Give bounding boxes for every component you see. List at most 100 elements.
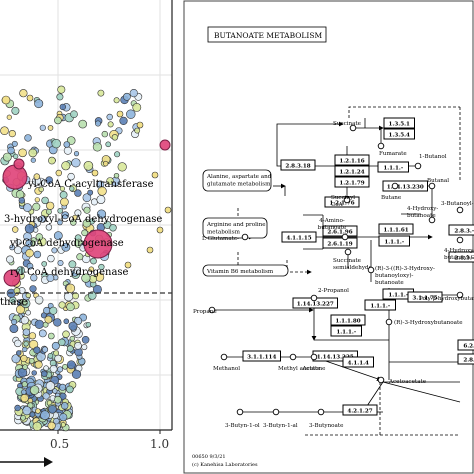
enzyme-box-1-3-5-1-label: 1.3.5.1 bbox=[389, 121, 411, 127]
compound-4-hydroxybutanoyl-coa-node[interactable] bbox=[456, 236, 464, 244]
compound-3-butanoyl-node[interactable] bbox=[456, 206, 464, 214]
x-axis-arrowhead bbox=[44, 457, 53, 467]
compound-3-butynoate-node[interactable] bbox=[317, 408, 325, 416]
enzyme-box-4-1-1-15[interactable] bbox=[281, 231, 317, 243]
scatter-point bbox=[124, 261, 132, 269]
enzyme-box-3-1-1-75[interactable] bbox=[407, 291, 443, 303]
enzyme-box-1-1-1-61[interactable] bbox=[378, 223, 414, 235]
scatter-point bbox=[26, 94, 34, 102]
scatter-point bbox=[22, 364, 28, 370]
compound-4-aminobutanoate-node[interactable] bbox=[341, 233, 349, 241]
map-alanine-aspartate-glutamate-box[interactable] bbox=[202, 169, 272, 192]
map-arginine-proline-box[interactable] bbox=[202, 217, 268, 239]
enzyme-box-1-2-1-16[interactable] bbox=[334, 154, 370, 166]
compound-3-butanoyl-label: 3-Butanoyl- bbox=[441, 201, 474, 207]
scatter-point bbox=[42, 392, 50, 400]
compound-3-butyn-1-al-node[interactable] bbox=[272, 408, 280, 416]
compound-succinyl-coa-node[interactable] bbox=[343, 196, 351, 204]
scatter-point bbox=[63, 146, 72, 155]
enzyme-box-2-8-3-18[interactable] bbox=[280, 159, 316, 171]
compound-succinate-semialdehyde-node[interactable] bbox=[344, 248, 352, 256]
scatter-point bbox=[85, 322, 92, 328]
scatter-point bbox=[126, 109, 136, 119]
enzyme-box-1-1-1-dash-a[interactable] bbox=[377, 161, 409, 173]
scatter-point bbox=[15, 239, 22, 246]
scatter-point bbox=[59, 190, 68, 199]
compound-acetone-label: Acetone bbox=[301, 366, 326, 372]
scatter-point bbox=[58, 338, 66, 346]
scatter-point bbox=[96, 195, 106, 204]
enzyme-box-2-6-1-96[interactable] bbox=[322, 225, 358, 237]
scatter-point bbox=[19, 89, 28, 98]
compound-4-hydroxybutanoate-label: butanoate bbox=[407, 213, 436, 219]
compound-r-3-hydroxybutanoyloxy-butanoate-node[interactable] bbox=[367, 266, 375, 274]
compound-3-butyn-1-ol-node[interactable] bbox=[236, 408, 244, 416]
compound-butanal-node[interactable] bbox=[428, 182, 436, 190]
scatter-point bbox=[41, 346, 49, 353]
enzyme-box-6-2-1-dash[interactable] bbox=[457, 339, 474, 351]
enzyme-box-1-3-5-4[interactable] bbox=[383, 128, 415, 140]
compound-methanol-node[interactable] bbox=[220, 353, 228, 361]
enzyme-box-2-8-3-dash-a[interactable] bbox=[448, 224, 474, 236]
scatter-point bbox=[63, 141, 71, 148]
scatter-point bbox=[22, 406, 32, 416]
scatter-point bbox=[46, 208, 52, 215]
enzyme-box-1-1-1-61-label: 1.1.1.61 bbox=[383, 227, 408, 233]
compound-methyl-acetate-node[interactable] bbox=[289, 353, 297, 361]
compound-fumarate-node[interactable] bbox=[377, 142, 385, 150]
enzyme-box-2-6-1-19[interactable] bbox=[322, 237, 358, 249]
enzyme-box-1-3-5-1[interactable] bbox=[383, 117, 415, 129]
compound-butanal-label: Butanal bbox=[427, 178, 449, 184]
enzyme-box-2-8-3-dash-b[interactable] bbox=[448, 251, 474, 263]
compound-r-3-hydroxybutanoyloxy-butanoate-label: butanoyloxy)- bbox=[375, 272, 414, 279]
scatter-point bbox=[20, 414, 26, 421]
scatter-point bbox=[96, 209, 107, 219]
compound-1-butanol-node[interactable] bbox=[414, 162, 422, 170]
enzyme-box-1-1-1-dash-d[interactable] bbox=[364, 299, 396, 311]
compound-3-butyn-1-ol-label: 3-Butyn-1-ol bbox=[225, 423, 260, 429]
scatter-point bbox=[87, 189, 94, 196]
scatter-point bbox=[11, 106, 20, 115]
enzyme-box-1-1-1-80[interactable] bbox=[330, 314, 366, 326]
scatter-point bbox=[33, 346, 41, 354]
enzyme-box-1-1-1-dash-b[interactable] bbox=[378, 235, 410, 247]
scatter-point bbox=[14, 404, 21, 412]
scatter-point bbox=[54, 354, 62, 363]
scatter-point bbox=[61, 242, 71, 252]
compound-propane-node[interactable] bbox=[208, 306, 216, 314]
enzyme-box-1-2-1-24[interactable] bbox=[334, 165, 370, 177]
compound-2-propanol-node[interactable] bbox=[310, 294, 318, 302]
scatter-point bbox=[55, 169, 62, 177]
scatter-point bbox=[17, 368, 28, 378]
enzyme-box-1-1-1-dash-c-label: 1.1.1.- bbox=[388, 292, 409, 298]
enzyme-box-4-2-1-27[interactable] bbox=[342, 404, 378, 416]
scatter-point bbox=[61, 161, 71, 171]
compound-butane-node[interactable] bbox=[391, 182, 399, 190]
enzyme-box-4-1-1-4[interactable] bbox=[342, 356, 374, 368]
scatter-point bbox=[59, 392, 67, 400]
enzyme-box-1-2-1-76[interactable] bbox=[324, 196, 360, 208]
x-tick-label-1-0: 1.0 bbox=[150, 437, 169, 451]
enzyme-box-1-1-1-dash-e[interactable] bbox=[330, 325, 362, 337]
scatter-point bbox=[18, 148, 27, 158]
enzyme-box-2-8-3-dash-c[interactable] bbox=[457, 353, 474, 365]
enzyme-box-3-1-1-114[interactable] bbox=[242, 350, 281, 362]
compound-acetone-node[interactable] bbox=[310, 353, 318, 361]
compound-acetoacetate-node[interactable] bbox=[377, 376, 385, 384]
compound-methyl-acetate-label: Methyl acetate bbox=[278, 366, 321, 372]
scatter-point bbox=[16, 266, 25, 275]
compound-succinate-node[interactable] bbox=[349, 124, 357, 132]
scatter-point bbox=[105, 141, 111, 148]
enzyme-box-1-1-1-80-label: 1.1.1.80 bbox=[335, 318, 360, 324]
scatter-point bbox=[6, 114, 12, 120]
scatter-point bbox=[83, 206, 91, 214]
enzyme-box-1-2-1-79[interactable] bbox=[334, 176, 370, 188]
compound-r-3-hydroxybutanoate-node[interactable] bbox=[385, 318, 393, 326]
compound-poly-beta-hydroxybutanoate-node[interactable] bbox=[456, 291, 464, 299]
compound-4-hydroxybutanoate-node[interactable] bbox=[428, 216, 436, 224]
enzyme-box-4-1-1-4-label: 4.1.1.4 bbox=[348, 360, 370, 366]
highlighted-point bbox=[159, 139, 171, 151]
map-vitamin-b6-box[interactable] bbox=[202, 264, 289, 277]
enzyme-box-1-14-13-230[interactable] bbox=[382, 180, 428, 192]
compound-l-glutamate-node[interactable] bbox=[241, 233, 249, 241]
